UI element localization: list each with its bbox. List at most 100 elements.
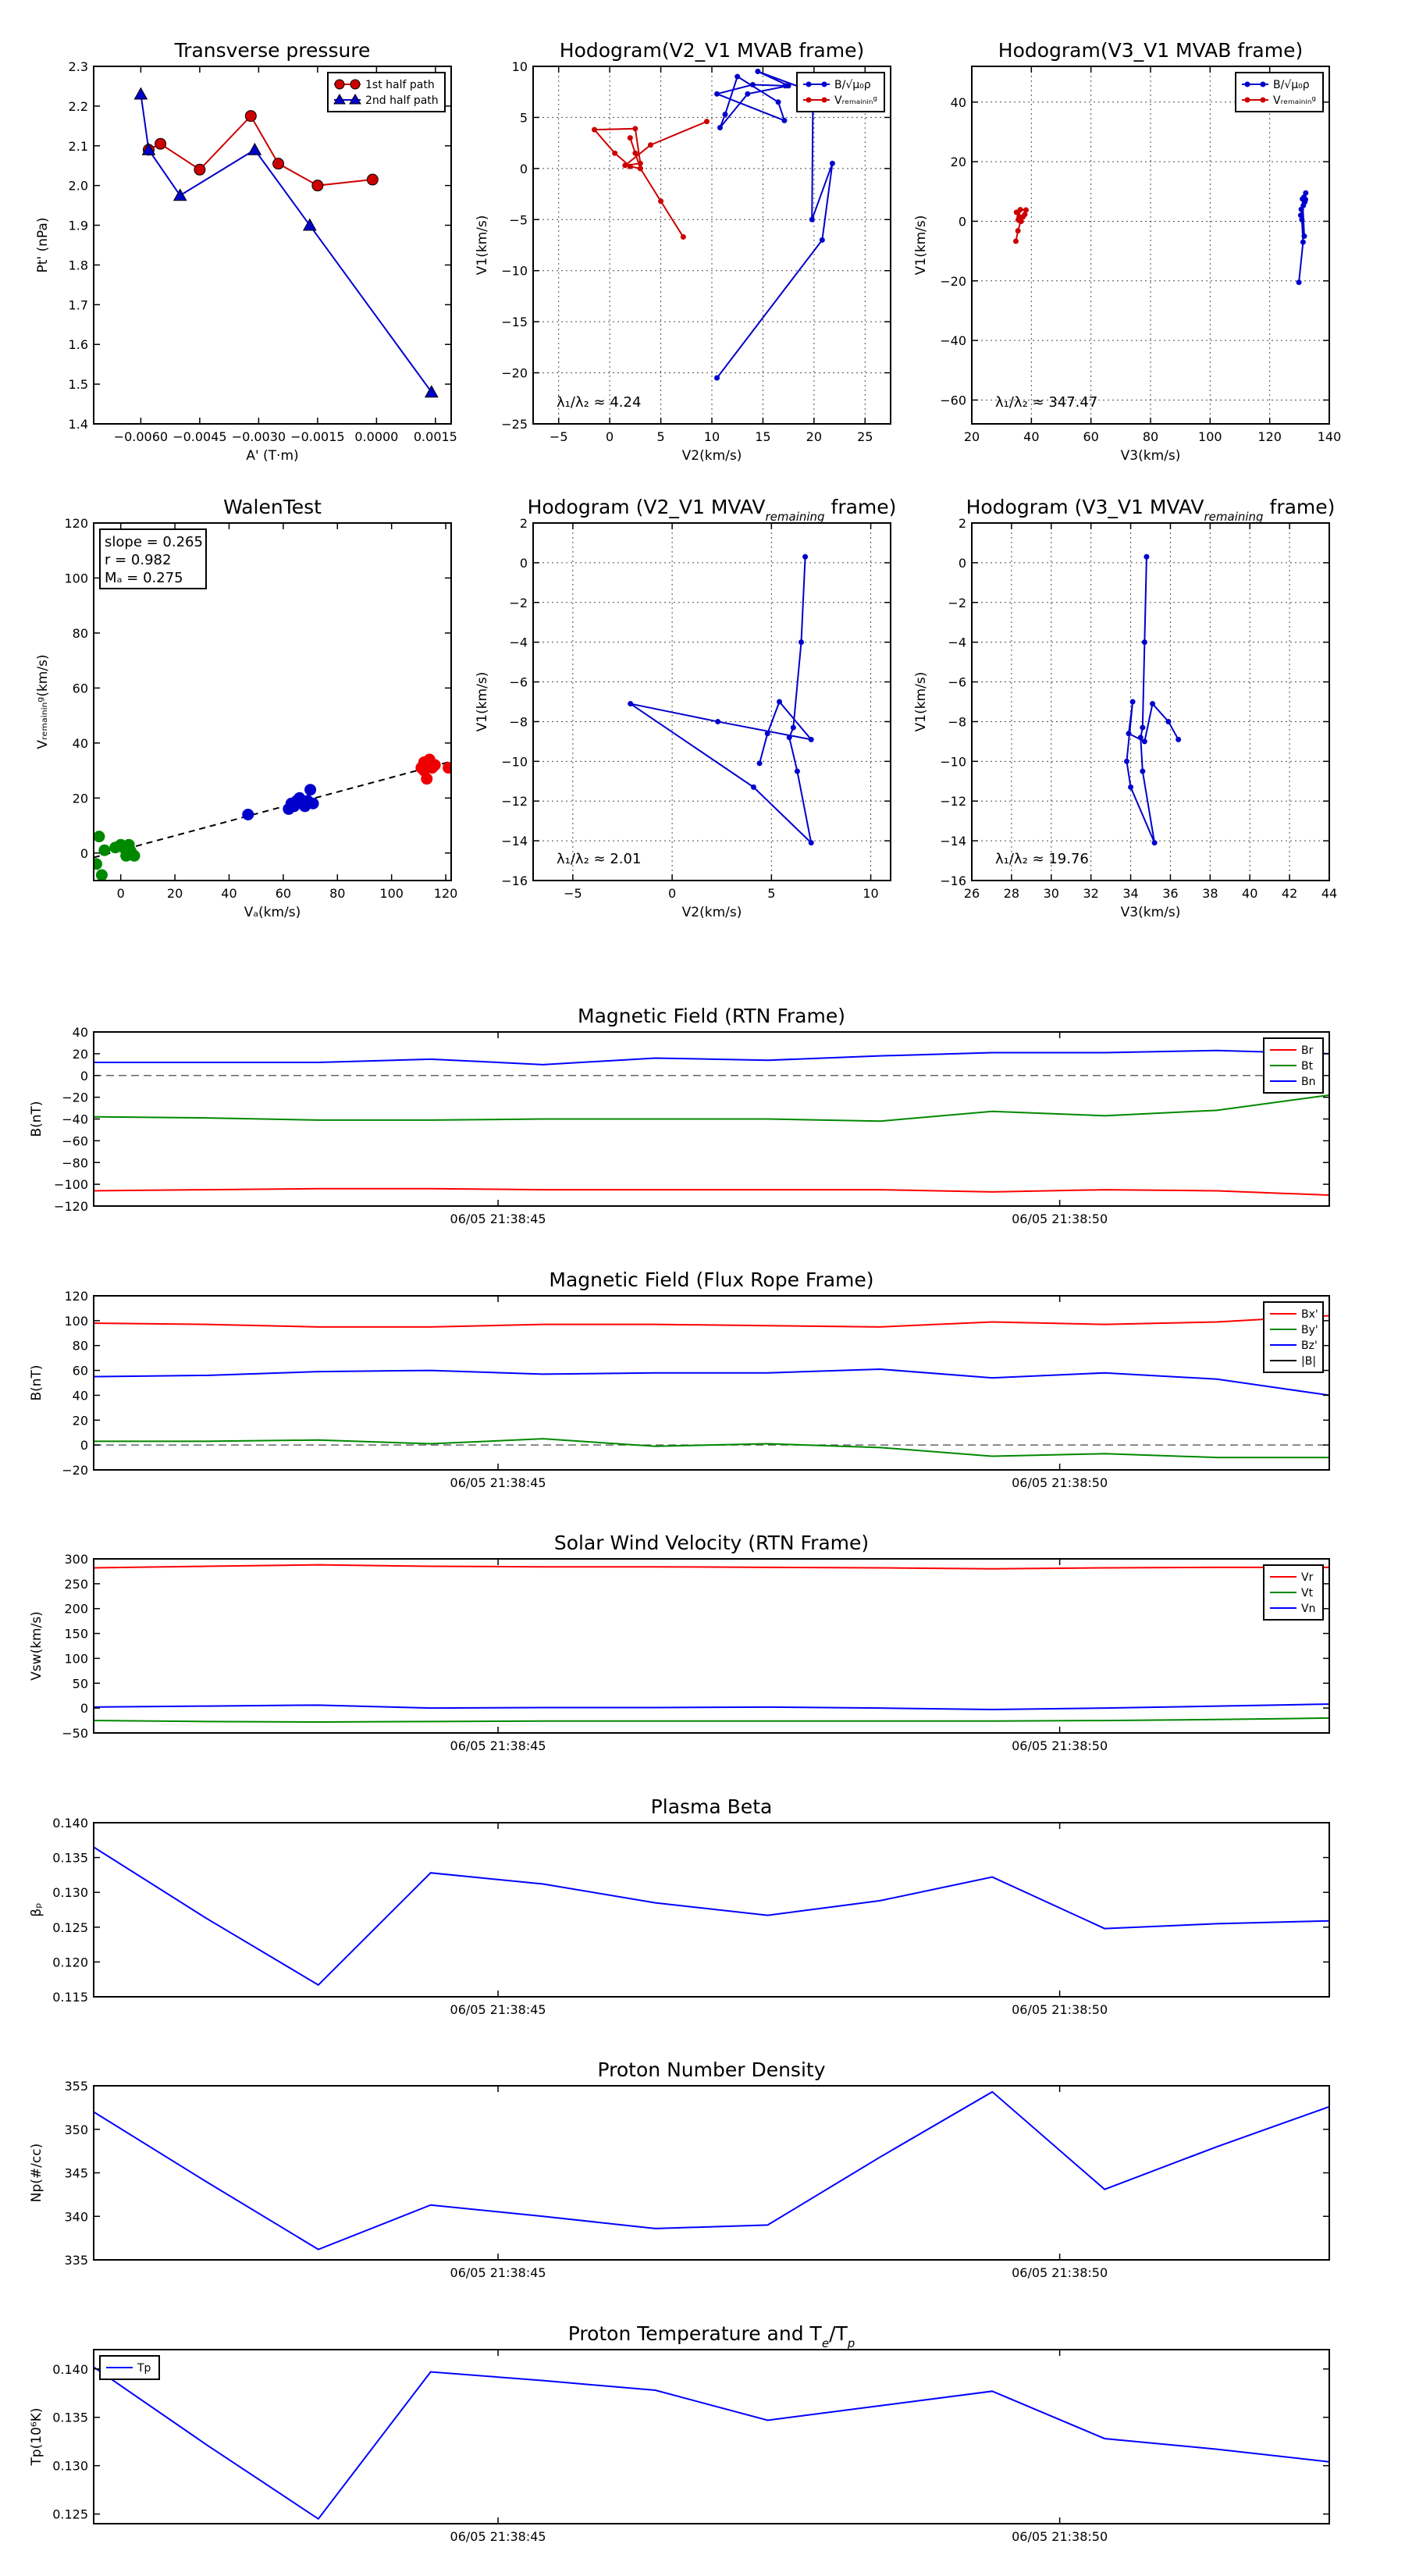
x-tick-label: −0.0030 [232,429,286,444]
data-point-1 [799,639,804,646]
legend-marker [1260,81,1266,87]
legend-marker [349,94,361,105]
y-axis-label: βₚ [29,1902,44,1916]
y-tick-label: 2.3 [69,59,88,74]
data-point-1 [819,237,825,243]
title-main: Transverse pressure [174,39,371,62]
title-end: /T [829,2322,848,2345]
y-tick-label: −20 [940,274,966,289]
x-tick-label: 60 [1083,429,1098,444]
chart-mag_fr: 06/05 21:38:45 06/05 21:38:50 −20 0 20 40 60 80… [29,1268,1330,1490]
y-tick-label: 5 [520,110,528,125]
y-tick-label: −14 [501,834,528,849]
y-tick-label: −50 [62,1726,88,1741]
legend-label: Vt [1301,1587,1314,1599]
data-point-6 [627,163,633,169]
y-tick-label: 2 [520,516,528,531]
y-tick-label: 0 [80,846,88,861]
y-tick-label: −12 [940,794,966,809]
y-tick-label: −16 [940,873,966,888]
chart-np: 06/05 21:38:45 06/05 21:38:50 335 340 345 350… [29,2058,1330,2280]
y-tick-label: −8 [509,714,528,729]
series-red-2 [415,753,451,785]
y-tick-label: 0.140 [52,1816,88,1831]
x-axis-label: A' (T·m) [246,448,298,464]
y-tick-label: −20 [62,1091,88,1105]
data-point-12 [647,142,653,148]
data-point-3 [1137,735,1144,741]
y-tick-label: 50 [73,1676,88,1691]
y-tick-label: 40 [73,736,88,751]
ticks: 06/05 21:38:45 06/05 21:38:50 −20 0 20 40 60 80… [62,1289,1329,1490]
series-Bt-1 [94,1094,1329,1123]
y-tick-label: 0.115 [52,1990,88,2005]
data-point-9 [1126,731,1132,737]
y-tick-label: 100 [64,571,88,585]
title-main: Hodogram(V2_V1 MVAB frame) [560,39,864,62]
data-point-0 [94,831,105,843]
legend-entry: Bt [1270,1060,1314,1073]
data-point-10 [777,699,783,705]
data-point-3 [247,142,262,155]
chart-title: Hodogram(V3_V1 MVAB frame) [998,39,1303,62]
legend-label: Bx' [1301,1308,1318,1321]
y-axis-label: Np(#/cc) [29,2144,44,2202]
y-tick-label: 100 [64,1651,88,1666]
data-point-10 [1297,212,1304,219]
legend-marker [821,81,827,87]
title-sub: remaining [1204,510,1264,524]
data-point-1 [141,142,156,155]
data-point-6 [366,173,379,186]
plot-area [94,1296,1329,1470]
data-layer [94,1315,1329,1459]
series-line [714,70,834,379]
series-beta-0 [94,1846,1329,1987]
legend-label: Bn [1301,1076,1315,1088]
x-tick-label: 34 [1122,886,1138,901]
data-point-9 [1017,207,1023,213]
y-tick-label: 0 [520,162,528,176]
legend-marker [821,97,827,103]
legend-marker [1244,97,1250,103]
data-point-12 [1165,718,1172,724]
title-sub: remaining [766,510,825,524]
legend-marker [350,79,361,90]
series-Tp-0 [94,2366,1329,2521]
legend-marker [333,94,346,105]
y-tick-label: 355 [64,2079,88,2094]
y-tick-label: −15 [501,315,528,329]
data-point-8 [592,126,598,133]
series-blue-1 [242,784,319,820]
y-tick-label: 300 [64,1552,88,1567]
x-tick-label: 80 [1143,429,1158,444]
y-tick-label: 20 [73,1413,88,1428]
y-tick-label: 40 [951,95,966,110]
data-point-8 [1023,207,1029,213]
series-line [94,2090,1329,2250]
plot-area [94,2086,1329,2260]
stats-line: Mₐ = 0.275 [105,570,183,586]
series-Np-0 [94,2090,1329,2250]
y-axis-label: B(nT) [29,1364,44,1400]
x-tick-label: 140 [1318,429,1342,444]
y-tick-label: 340 [64,2209,88,2224]
legend-label: 2nd half path [365,94,439,107]
x-axis-label: V3(km/s) [1121,905,1181,920]
chart-title: Solar Wind Velocity (RTN Frame) [554,1532,869,1554]
y-tick-label: 0.140 [52,2362,88,2377]
y-tick-label: 2 [959,516,966,531]
data-point-0 [1296,279,1302,286]
y-axis-label: Vsw(km/s) [29,1611,44,1681]
y-tick-label: 2.0 [69,179,88,194]
data-point-11 [622,162,628,169]
plot-frame [93,1558,1330,1734]
y-tick-label: 0.130 [52,1885,88,1900]
ticks: 0 20 40 60 80 100 120 0 20 40 60 80 100 120 [64,516,457,901]
x-tick-label: 60 [276,886,291,901]
eigen-ratio-annotation: λ₁/λ₂ ≈ 2.01 [557,851,641,867]
series-2ndhalfpath-1 [133,87,439,398]
y-tick-label: 335 [64,2253,88,2268]
y-tick-label: 1.9 [69,219,88,233]
data-point-2 [1299,217,1305,223]
